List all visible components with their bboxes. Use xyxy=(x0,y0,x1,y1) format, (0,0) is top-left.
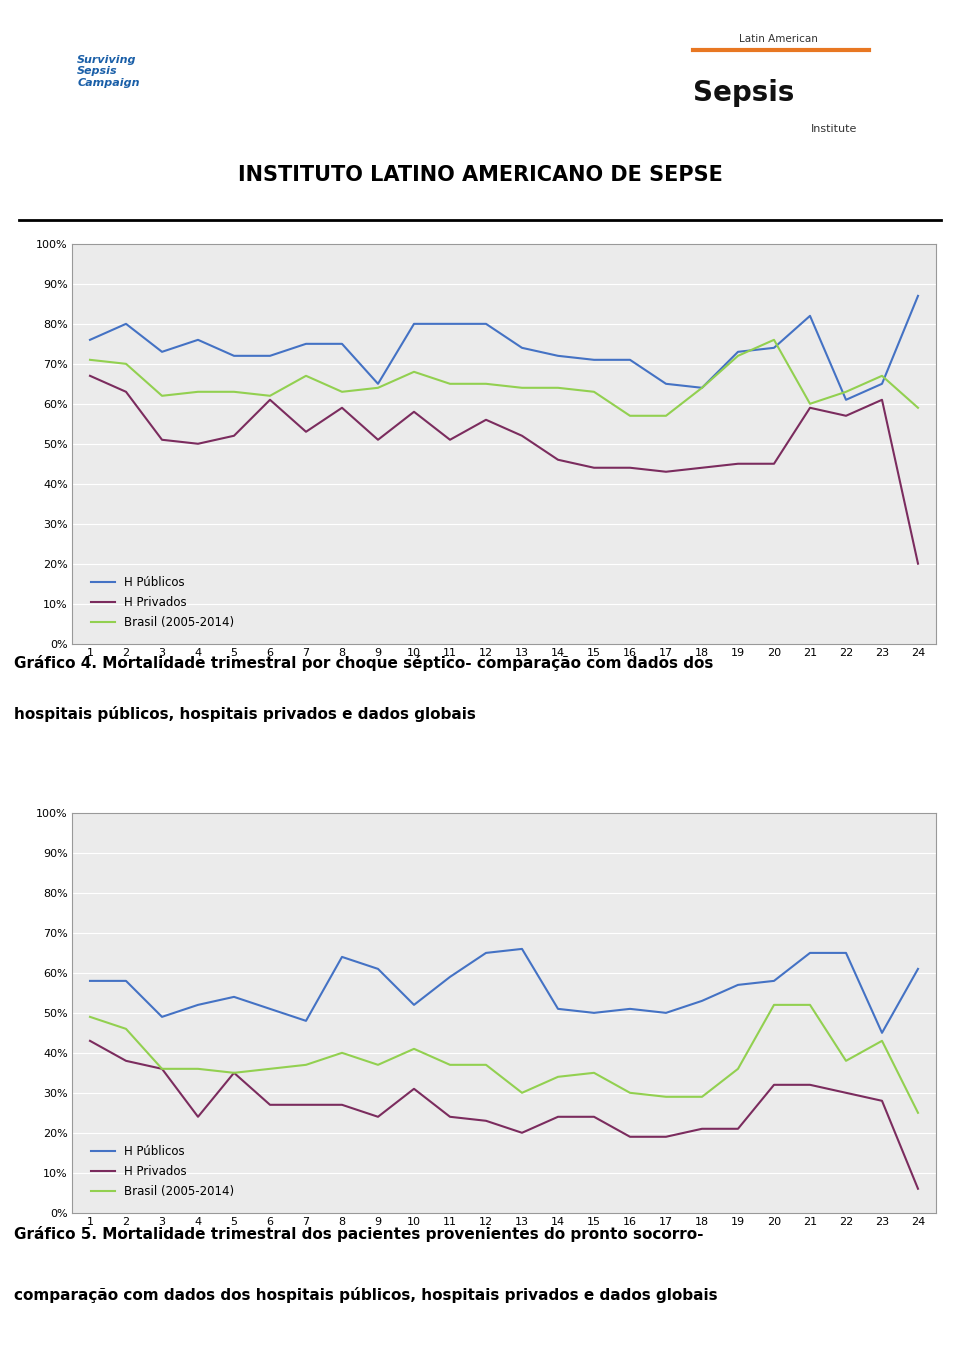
Legend: H Públicos, H Privados, Brasil (2005-2014): H Públicos, H Privados, Brasil (2005-201… xyxy=(86,1140,239,1203)
Text: Institute: Institute xyxy=(811,125,857,134)
Text: Surviving
Sepsis
Campaign: Surviving Sepsis Campaign xyxy=(77,54,140,88)
Text: Sepsis: Sepsis xyxy=(693,80,795,107)
Text: comparação com dados dos hospitais públicos, hospitais privados e dados globais: comparação com dados dos hospitais públi… xyxy=(14,1287,718,1302)
Text: Gráfico 4. Mortalidade trimestral por choque séptico- comparação com dados dos: Gráfico 4. Mortalidade trimestral por ch… xyxy=(14,656,713,672)
Legend: H Públicos, H Privados, Brasil (2005-2014): H Públicos, H Privados, Brasil (2005-201… xyxy=(86,570,239,634)
Text: hospitais públicos, hospitais privados e dados globais: hospitais públicos, hospitais privados e… xyxy=(14,706,476,722)
Text: Latin American: Latin American xyxy=(739,34,818,45)
Text: INSTITUTO LATINO AMERICANO DE SEPSE: INSTITUTO LATINO AMERICANO DE SEPSE xyxy=(237,165,723,186)
Text: Gráfico 5. Mortalidade trimestral dos pacientes provenientes do pronto socorro-: Gráfico 5. Mortalidade trimestral dos pa… xyxy=(14,1226,704,1241)
